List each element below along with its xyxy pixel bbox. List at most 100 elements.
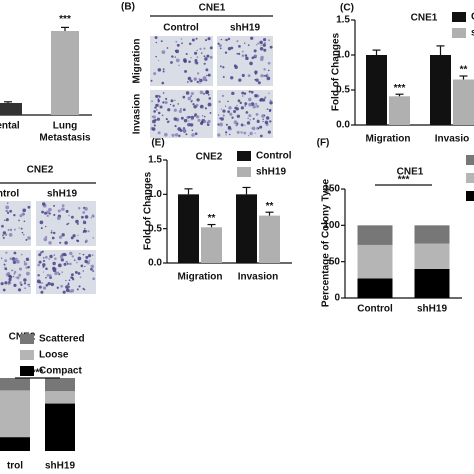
cell	[69, 262, 72, 266]
cell	[267, 69, 270, 72]
cell	[56, 286, 59, 289]
cell	[244, 102, 248, 106]
cell	[13, 283, 17, 287]
cell	[37, 274, 40, 277]
cell	[84, 259, 88, 264]
cell	[156, 109, 158, 111]
cell	[4, 219, 6, 222]
cell	[175, 40, 178, 43]
cell	[3, 263, 6, 266]
cell	[207, 37, 211, 41]
cell	[70, 215, 74, 219]
cell	[184, 69, 188, 73]
cell	[38, 285, 42, 289]
cell	[246, 121, 251, 125]
cell	[72, 234, 76, 238]
cell	[157, 98, 160, 101]
cell	[44, 211, 47, 215]
cell	[90, 264, 95, 269]
cell	[174, 99, 176, 101]
cell	[208, 97, 212, 100]
cell	[25, 257, 30, 262]
cell	[57, 263, 62, 268]
cell	[207, 73, 211, 77]
x-tick-label: trol	[7, 461, 23, 472]
cell	[218, 100, 221, 103]
cell	[239, 101, 242, 105]
cell	[196, 98, 200, 102]
cell	[42, 271, 45, 273]
cell	[192, 103, 195, 106]
cell	[174, 49, 177, 52]
x-tick-label: Metastasis	[39, 133, 91, 144]
cell	[190, 95, 192, 97]
cell	[190, 118, 194, 121]
cell	[70, 236, 74, 240]
cell	[249, 131, 253, 136]
cell	[225, 123, 228, 126]
cell	[76, 261, 78, 264]
legend-label: sh	[471, 28, 474, 39]
cell	[53, 213, 56, 216]
cell	[7, 229, 10, 231]
bar	[259, 215, 280, 263]
cell	[53, 254, 56, 256]
cell	[207, 119, 211, 124]
bar	[51, 31, 79, 115]
x-tick-label: ental	[0, 121, 20, 132]
cell	[151, 127, 156, 131]
cell	[206, 54, 210, 58]
y-tick-label: 1.0	[148, 189, 162, 200]
y-tick-label: 0.5	[336, 85, 350, 96]
cell	[153, 72, 157, 76]
cell	[171, 133, 175, 137]
cell	[60, 258, 64, 262]
cell	[205, 68, 209, 72]
cell	[180, 116, 184, 120]
cell	[46, 210, 50, 215]
row-label: Invasion	[132, 94, 143, 135]
cell	[227, 47, 232, 51]
cell	[2, 236, 5, 239]
cell	[70, 289, 75, 293]
cell	[73, 259, 76, 261]
cell	[78, 285, 81, 288]
cell	[157, 100, 160, 103]
cell	[27, 205, 31, 209]
y-tick-label: 0	[334, 293, 340, 304]
y-tick-label: 150	[323, 184, 340, 195]
cell	[19, 214, 23, 218]
cell	[7, 202, 9, 204]
panel-title: CNE2	[27, 165, 54, 176]
cell	[191, 133, 195, 137]
cell	[194, 132, 198, 136]
cell	[68, 214, 70, 217]
cell	[231, 116, 234, 119]
legend-swatch	[20, 366, 34, 376]
significance: ***	[59, 14, 71, 25]
cell	[65, 260, 68, 264]
bar	[201, 227, 222, 263]
cell	[8, 281, 11, 284]
cell	[227, 100, 229, 103]
panel-label: (E)	[151, 138, 164, 149]
legend-label: Control	[256, 151, 292, 162]
legend-label: Compact	[39, 366, 82, 377]
cell	[152, 119, 156, 124]
cell	[92, 269, 94, 272]
y-axis-label: Fold of Changes	[331, 32, 342, 111]
cell	[242, 95, 244, 97]
cell	[230, 76, 234, 80]
cell	[209, 111, 212, 114]
cell	[219, 122, 223, 127]
cell	[82, 220, 87, 225]
cell	[203, 62, 206, 65]
cell	[217, 114, 220, 116]
cell	[178, 109, 182, 113]
cell	[158, 95, 161, 98]
cell	[23, 234, 25, 236]
cell	[251, 127, 253, 130]
cell	[17, 288, 22, 292]
cell	[65, 279, 67, 282]
